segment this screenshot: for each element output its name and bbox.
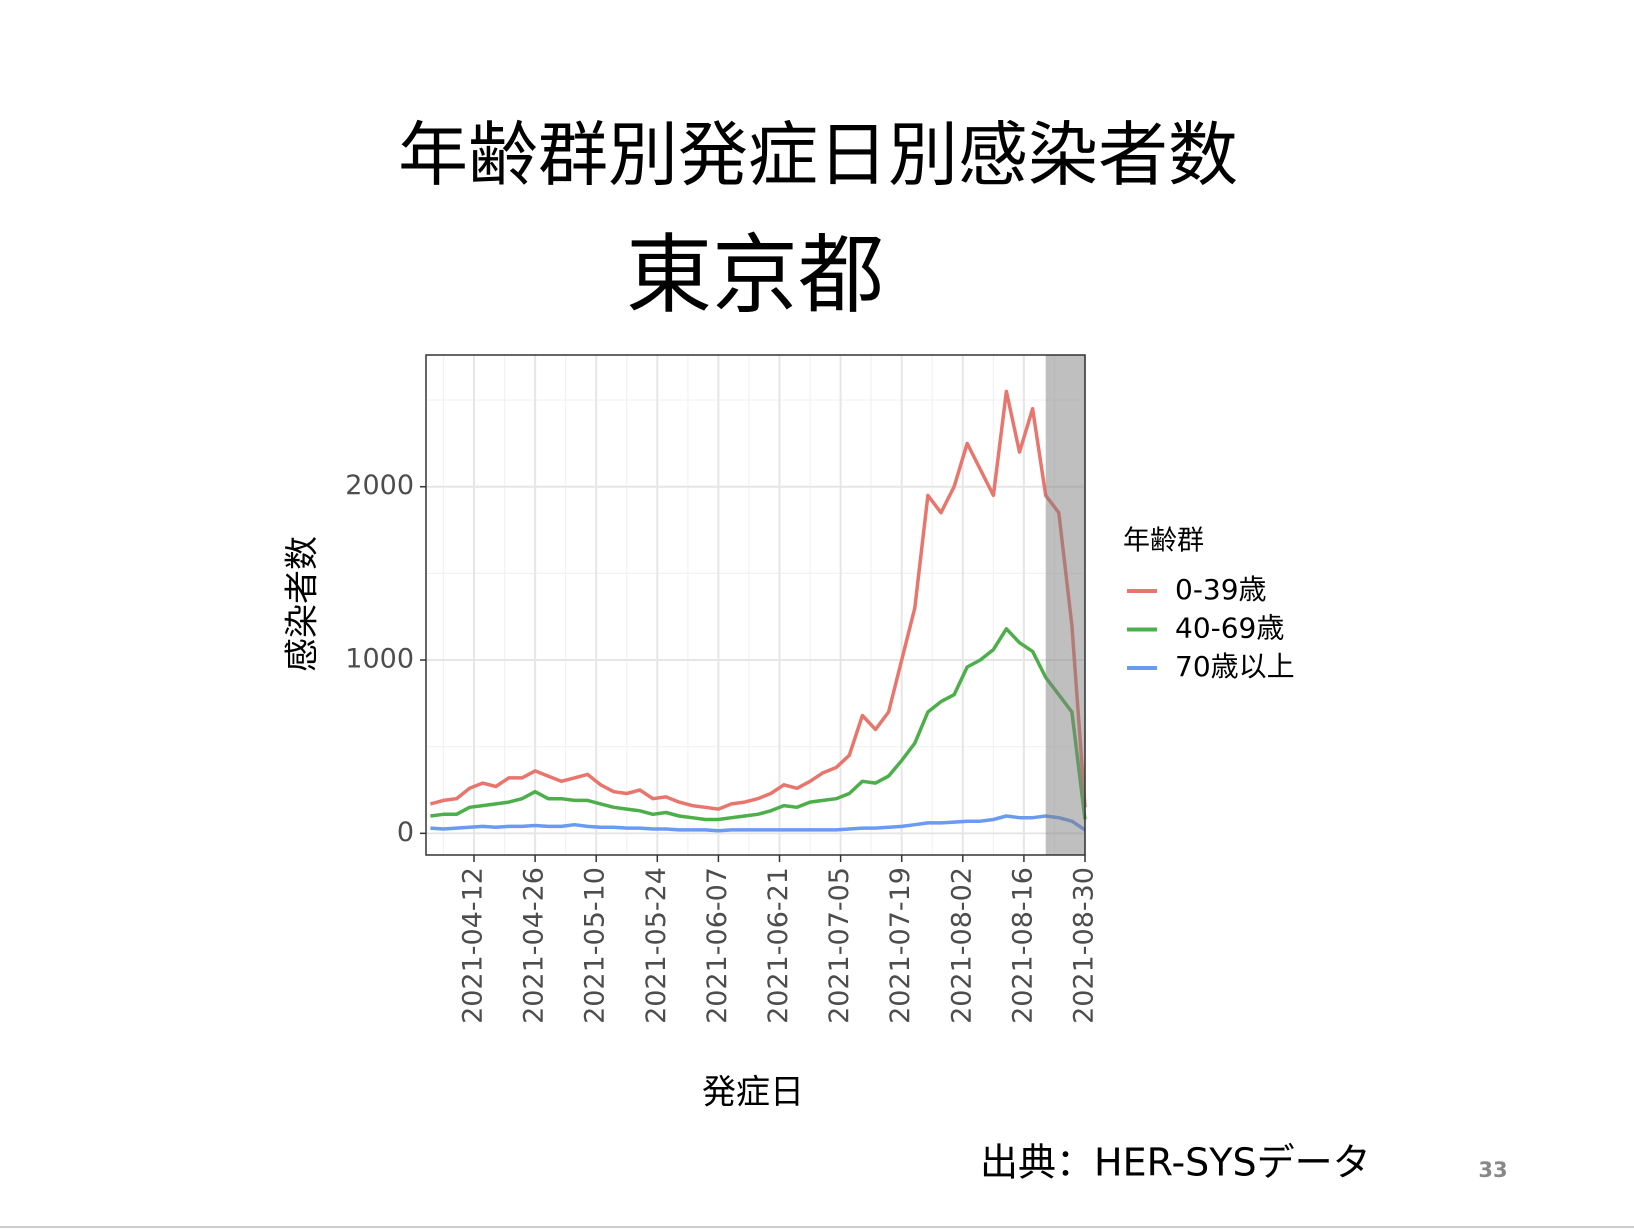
legend-label: 40-69歳: [1175, 612, 1284, 645]
x-tick-label: 2021-04-26: [519, 867, 550, 1024]
x-tick-label: 2021-08-30: [1069, 867, 1100, 1024]
subtitle: 東京都: [626, 225, 884, 325]
x-tick-label: 2021-08-16: [1007, 867, 1038, 1024]
plot-border: [425, 354, 1086, 856]
x-tick-label: 2021-07-19: [885, 867, 916, 1024]
x-tick-label: 2021-05-10: [580, 867, 611, 1024]
plot-background: [426, 355, 1085, 855]
y-tick-label: 0: [397, 817, 414, 848]
page-number: 33: [1478, 1158, 1507, 1182]
x-axis-label: 発症日: [702, 1073, 804, 1113]
x-tick-label: 2021-05-24: [641, 867, 672, 1024]
x-tick-label: 2021-07-05: [824, 867, 855, 1024]
x-tick-label: 2021-06-21: [763, 867, 794, 1024]
series-line: [429, 389, 1087, 811]
series-line: [430, 627, 1087, 822]
shaded-region: [1045, 355, 1085, 855]
x-tick-label: 2021-06-07: [702, 867, 733, 1024]
source: 出典：HER-SYSデータ: [980, 1141, 1371, 1185]
x-tick-label: 2021-04-12: [458, 867, 489, 1024]
legend-label: 0-39歳: [1175, 573, 1267, 606]
x-tick-label: 2021-08-02: [946, 867, 977, 1024]
legend-title: 年齢群: [1123, 526, 1204, 557]
y-tick-label: 2000: [345, 470, 414, 501]
y-axis-label: 感染者数: [283, 536, 323, 672]
legend-label: 70歳以上: [1175, 650, 1295, 683]
series-line: [430, 814, 1086, 833]
y-tick-label: 1000: [345, 644, 414, 675]
slide-title: 年齢群別発症日別感染者数: [398, 114, 1238, 196]
